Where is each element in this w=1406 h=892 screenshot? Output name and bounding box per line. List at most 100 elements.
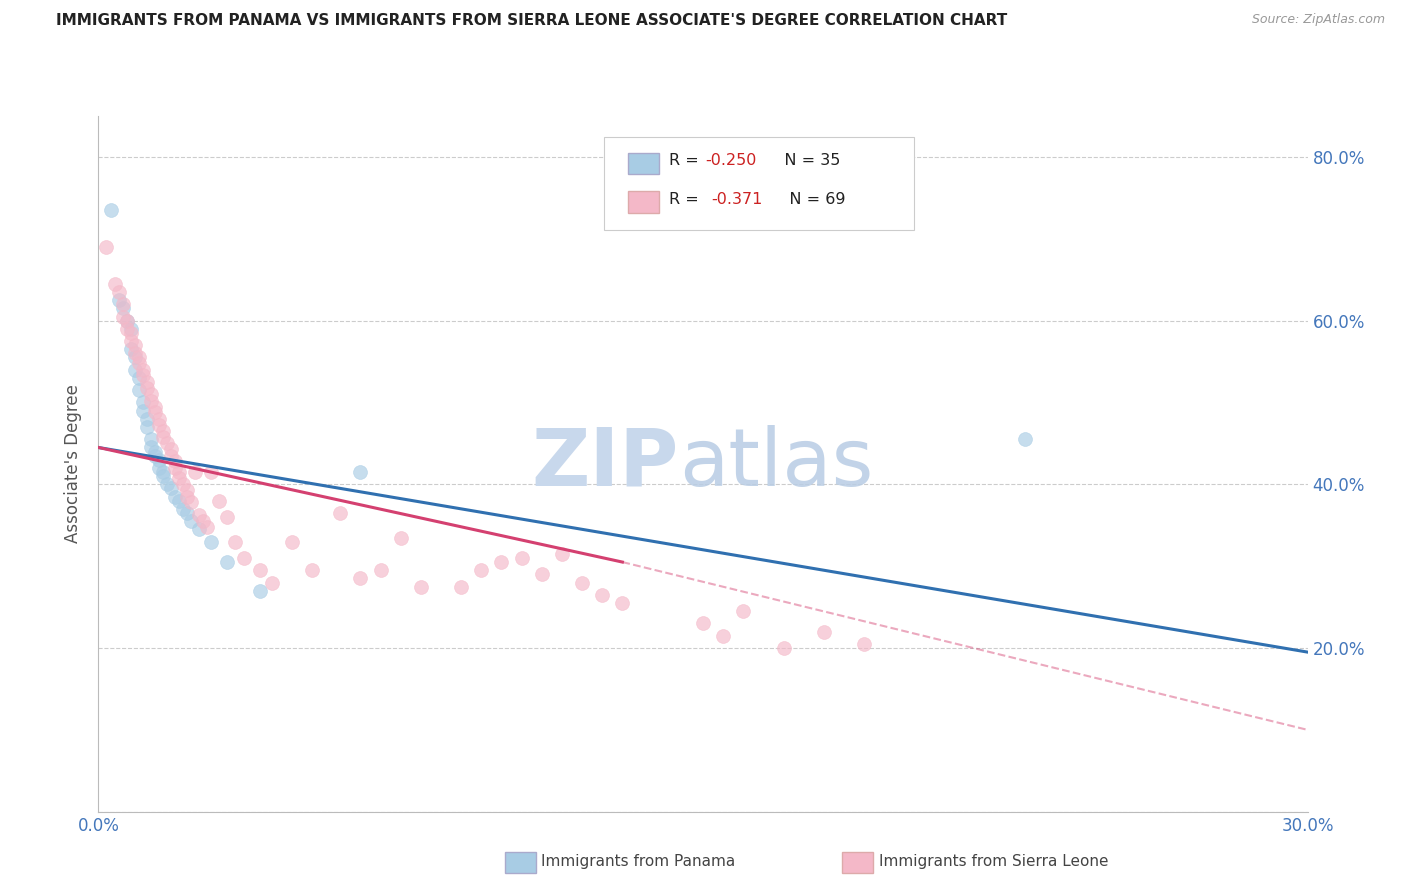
Text: -0.371: -0.371 xyxy=(711,192,762,207)
Point xyxy=(132,403,155,417)
Point xyxy=(132,362,155,376)
Point xyxy=(167,471,190,485)
Point xyxy=(139,432,162,446)
Point xyxy=(139,441,162,455)
Point xyxy=(111,310,134,324)
Point xyxy=(96,240,118,254)
Point xyxy=(349,571,371,585)
Point xyxy=(1014,432,1036,446)
Point xyxy=(163,454,186,468)
Point xyxy=(370,563,392,577)
Point xyxy=(128,356,150,370)
Point xyxy=(200,534,222,549)
Text: IMMIGRANTS FROM PANAMA VS IMMIGRANTS FROM SIERRA LEONE ASSOCIATE'S DEGREE CORREL: IMMIGRANTS FROM PANAMA VS IMMIGRANTS FRO… xyxy=(56,13,1008,29)
Point xyxy=(193,514,215,528)
Point xyxy=(180,514,202,528)
Point xyxy=(107,293,129,307)
Point xyxy=(124,346,146,360)
Point xyxy=(132,395,155,409)
Point xyxy=(260,575,283,590)
Point xyxy=(772,640,794,655)
Point xyxy=(232,551,254,566)
Point xyxy=(135,412,157,426)
Text: Immigrants from Sierra Leone: Immigrants from Sierra Leone xyxy=(879,855,1108,869)
Point xyxy=(160,442,183,456)
Point xyxy=(249,563,271,577)
Point xyxy=(329,506,352,520)
Point xyxy=(128,371,150,385)
Point xyxy=(813,624,835,639)
Point xyxy=(100,203,122,218)
Text: -0.250: -0.250 xyxy=(706,153,756,169)
Point xyxy=(591,588,613,602)
Point xyxy=(120,343,142,357)
Point xyxy=(195,520,218,534)
Text: ZIP: ZIP xyxy=(531,425,679,503)
Point xyxy=(152,469,174,483)
Text: R =: R = xyxy=(669,153,704,169)
Point xyxy=(301,563,323,577)
Point xyxy=(530,567,553,582)
Point xyxy=(571,575,593,590)
Point xyxy=(176,483,198,497)
Point xyxy=(208,493,231,508)
Text: N = 69: N = 69 xyxy=(775,192,846,207)
Point xyxy=(139,393,162,408)
Point xyxy=(733,604,755,618)
Point xyxy=(107,285,129,299)
Point xyxy=(180,495,202,509)
Point xyxy=(143,400,166,414)
Point xyxy=(152,465,174,479)
Point xyxy=(217,555,239,569)
Point xyxy=(143,449,166,463)
Point xyxy=(188,508,211,522)
Point xyxy=(389,531,412,545)
Point xyxy=(148,417,170,432)
Point xyxy=(135,420,157,434)
Point xyxy=(176,490,198,504)
Point xyxy=(115,313,138,327)
Point xyxy=(143,444,166,458)
Point xyxy=(172,501,194,516)
Point xyxy=(188,522,211,536)
Point xyxy=(132,368,155,383)
Point xyxy=(103,277,125,291)
Point xyxy=(172,477,194,491)
Point xyxy=(200,465,222,479)
Point xyxy=(143,405,166,419)
Text: Immigrants from Panama: Immigrants from Panama xyxy=(541,855,735,869)
Point xyxy=(152,424,174,438)
Point xyxy=(148,452,170,467)
Text: N = 35: N = 35 xyxy=(769,153,841,169)
Text: R =: R = xyxy=(669,192,709,207)
Point xyxy=(711,629,734,643)
Point xyxy=(152,430,174,444)
Point xyxy=(163,490,186,504)
Text: Source: ZipAtlas.com: Source: ZipAtlas.com xyxy=(1251,13,1385,27)
Point xyxy=(470,563,492,577)
Point xyxy=(176,506,198,520)
Point xyxy=(124,338,146,352)
Point xyxy=(167,493,190,508)
Point xyxy=(853,637,876,651)
Point xyxy=(281,534,304,549)
Point xyxy=(249,583,271,598)
Point xyxy=(217,510,239,524)
Point xyxy=(124,351,146,365)
Point xyxy=(692,616,714,631)
Point xyxy=(148,412,170,426)
Point xyxy=(111,297,134,311)
Y-axis label: Associate's Degree: Associate's Degree xyxy=(65,384,83,543)
Point xyxy=(111,301,134,316)
Point xyxy=(115,322,138,336)
Point xyxy=(135,381,157,395)
Point xyxy=(160,449,183,463)
Point xyxy=(349,465,371,479)
Point xyxy=(224,534,246,549)
Point xyxy=(510,551,533,566)
Text: atlas: atlas xyxy=(679,425,873,503)
Point xyxy=(135,375,157,389)
Point xyxy=(115,313,138,327)
Point xyxy=(409,580,432,594)
Point xyxy=(167,465,190,479)
